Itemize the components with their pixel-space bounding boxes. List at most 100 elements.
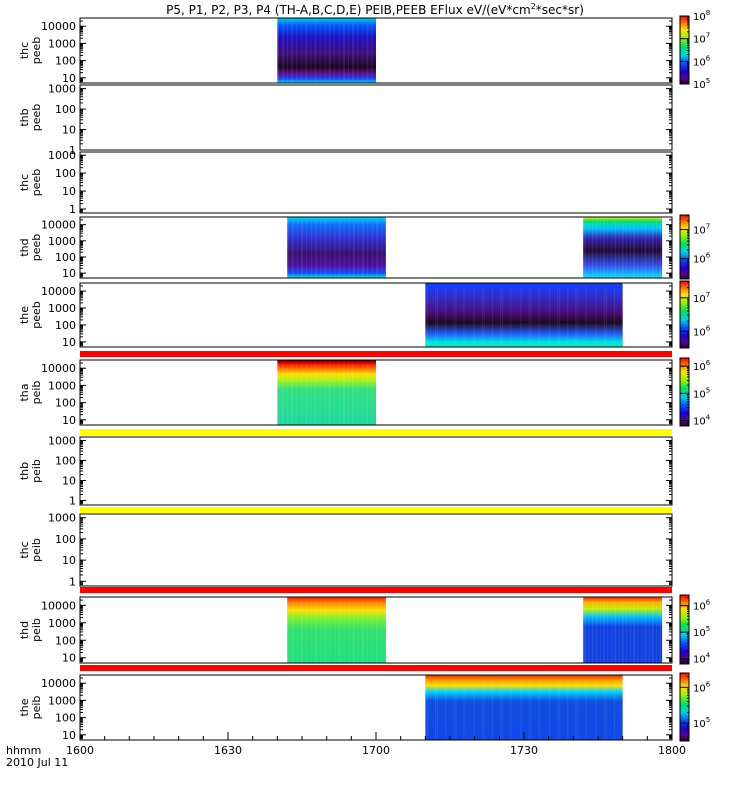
time-axis-label: hhmm — [6, 744, 41, 757]
colorbar — [679, 672, 690, 742]
x-tick-label: 1600 — [66, 744, 94, 757]
instrument-label: peib — [30, 696, 43, 720]
colorbar-label-base: 10 — [693, 327, 706, 338]
colorbar-label-exp: 7 — [706, 291, 710, 299]
y-axis-label: thcpeib — [18, 538, 43, 562]
instrument-label: peeb — [30, 37, 43, 65]
y-tick-label: 10000 — [41, 285, 76, 298]
colorbar-label-base: 10 — [693, 294, 706, 305]
colorbar-label-exp: 6 — [706, 252, 711, 260]
x-tick-label: 1800 — [658, 744, 686, 757]
colorbar-label-base: 10 — [693, 417, 706, 428]
saturation-band — [80, 351, 672, 357]
colorbar-label-exp: 8 — [706, 9, 710, 17]
saturation-band — [80, 587, 672, 593]
panel-thb-peeb: 1 10 100 1000 thbpeeb — [18, 83, 673, 157]
y-tick-label: 10 — [62, 729, 76, 742]
y-tick-label: 1 — [69, 575, 76, 588]
y-tick-label: 100 — [55, 533, 76, 546]
colorbar — [679, 15, 690, 85]
y-tick-label: 10 — [62, 554, 76, 567]
spectrogram-block — [425, 675, 623, 740]
colorbar-label: 106 — [693, 359, 711, 373]
y-tick-label: 1000 — [48, 617, 76, 630]
spectrogram-block — [277, 18, 376, 83]
panel-thb-peib: 1 10 100 1000 thbpeib — [18, 429, 673, 508]
y-tick-label: 1000 — [48, 37, 76, 50]
colorbar-label-exp: 7 — [706, 223, 710, 231]
colorbar-label: 105 — [693, 625, 710, 639]
saturation-band — [80, 429, 672, 435]
probe-label: thc — [18, 174, 31, 191]
y-tick-label: 10 — [62, 336, 76, 349]
y-axis-label: thapeib — [18, 381, 43, 405]
x-tick-label: 1730 — [510, 744, 538, 757]
y-axis-label: thcpeeb — [18, 169, 43, 197]
colorbar — [679, 357, 690, 427]
y-tick-label: 100 — [55, 319, 76, 332]
panel-frame — [79, 84, 673, 151]
y-tick-label: 1 — [69, 144, 76, 157]
y-tick-label: 100 — [55, 634, 76, 647]
panel-thc-peib: 1 10 100 1000 thcpeib — [18, 507, 673, 588]
y-tick-label: 10000 — [41, 677, 76, 690]
probe-label: the — [18, 698, 31, 716]
colorbar-label-exp: 4 — [706, 414, 711, 422]
y-tick-label: 10000 — [41, 20, 76, 33]
y-tick-label: 10 — [62, 185, 76, 198]
colorbar-label-base: 10 — [693, 80, 706, 91]
colorbar-label-base: 10 — [693, 628, 706, 639]
colorbar-label: 104 — [693, 652, 711, 666]
x-tick-label: 1630 — [214, 744, 242, 757]
panels-group: 10100100010000thcpeeb1051061071081101001… — [18, 9, 711, 742]
y-tick-label: 1 — [69, 495, 76, 508]
y-tick-label: 100 — [55, 397, 76, 410]
saturation-band — [80, 507, 672, 513]
date-label: 2010 Jul 11 — [6, 756, 68, 769]
colorbar-label-exp: 5 — [706, 77, 710, 85]
y-tick-label: 1 — [69, 203, 76, 216]
y-tick-label: 1000 — [48, 149, 76, 162]
colorbar-label-base: 10 — [693, 255, 706, 266]
panel-frame — [79, 436, 673, 506]
colorbar-label: 106 — [693, 324, 711, 338]
y-tick-label: 1000 — [48, 235, 76, 248]
y-tick-label: 1000 — [48, 302, 76, 315]
colorbar-label-exp: 6 — [706, 54, 711, 62]
panel-frame — [79, 513, 673, 587]
y-tick-label: 1000 — [48, 694, 76, 707]
colorbar-label-base: 10 — [693, 389, 706, 400]
colorbar-label-exp: 5 — [706, 386, 710, 394]
y-tick-label: 100 — [55, 55, 76, 68]
y-tick-label: 1000 — [48, 379, 76, 392]
y-tick-label: 10 — [62, 652, 76, 665]
instrument-label: peeb — [30, 169, 43, 197]
colorbar-label: 107 — [693, 223, 710, 237]
spectrogram-block — [287, 597, 386, 663]
y-tick-label: 10 — [62, 267, 76, 280]
probe-label: the — [18, 306, 31, 324]
x-tick-label: 1700 — [362, 744, 390, 757]
colorbar-label-base: 10 — [693, 602, 706, 613]
y-tick-label: 10000 — [41, 219, 76, 232]
colorbar-label: 105 — [693, 716, 710, 730]
y-axis-label: thbpeeb — [18, 104, 43, 132]
probe-label: thb — [18, 108, 31, 126]
figure-title: P5, P1, P2, P3, P4 (TH-A,B,C,D,E) PEIB,P… — [166, 2, 584, 17]
y-tick-label: 1000 — [48, 435, 76, 448]
probe-label: thc — [18, 42, 31, 59]
colorbar-label-base: 10 — [693, 362, 706, 373]
y-tick-label: 10000 — [41, 362, 76, 375]
colorbar-label-exp: 7 — [706, 32, 710, 40]
instrument-label: peib — [30, 538, 43, 562]
y-tick-label: 10 — [62, 475, 76, 488]
y-tick-label: 10 — [62, 414, 76, 427]
instrument-label: peib — [30, 618, 43, 642]
colorbar-label: 108 — [693, 9, 710, 23]
probe-label: tha — [18, 383, 31, 401]
colorbar-label-exp: 6 — [706, 680, 711, 688]
colorbar-label-base: 10 — [693, 12, 706, 23]
